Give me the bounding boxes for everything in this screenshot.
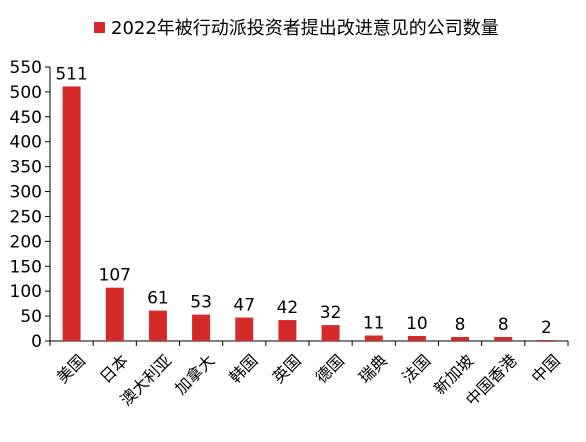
data-label: 61 <box>147 289 169 309</box>
y-tick-label: 550 <box>10 58 42 78</box>
category-label: 美国 <box>53 351 89 387</box>
data-label: 47 <box>233 296 255 316</box>
data-label: 107 <box>99 266 131 286</box>
category-label: 英国 <box>269 351 305 387</box>
y-tick-label: 200 <box>10 232 42 252</box>
category-label: 日本 <box>96 351 132 387</box>
data-labels: 511 107 61 53 47 42 32 11 10 8 8 2 <box>55 64 551 338</box>
data-label: 8 <box>498 315 509 335</box>
data-label: 11 <box>363 314 385 334</box>
bar <box>407 336 426 341</box>
y-tick-label: 250 <box>10 207 42 227</box>
y-tick-label: 100 <box>10 282 42 302</box>
y-tick-label: 50 <box>20 307 42 327</box>
bar <box>364 335 383 341</box>
bar <box>278 320 297 341</box>
category-label: 瑞典 <box>355 351 391 387</box>
y-axis: 0 50 100 150 200 250 300 350 400 450 500 550 <box>10 58 51 352</box>
bar <box>321 325 340 341</box>
x-axis <box>49 340 569 346</box>
data-label: 2 <box>541 318 552 338</box>
y-tick-label: 400 <box>10 133 42 153</box>
y-tick-label: 0 <box>31 332 42 352</box>
bar <box>494 337 513 341</box>
bars <box>62 86 556 341</box>
data-label: 8 <box>455 315 466 335</box>
category-label: 法国 <box>398 351 434 387</box>
bar <box>62 86 81 341</box>
category-label: 德国 <box>312 351 348 387</box>
bar <box>537 340 556 341</box>
y-tick-label: 500 <box>10 83 42 103</box>
bar <box>451 337 470 341</box>
bar <box>105 287 124 341</box>
data-label: 10 <box>406 314 428 334</box>
data-label: 511 <box>55 64 87 84</box>
y-tick-label: 300 <box>10 183 42 203</box>
bar <box>148 310 167 341</box>
legend: 2022年被行动派投资者提出改进意见的公司数量 <box>94 18 499 39</box>
y-tick-label: 150 <box>10 257 42 277</box>
bar <box>235 317 254 341</box>
legend-swatch <box>94 22 105 33</box>
data-label: 53 <box>190 293 212 313</box>
y-tick-label: 350 <box>10 158 42 178</box>
data-label: 32 <box>320 303 342 323</box>
category-label: 加拿大 <box>171 351 218 398</box>
legend-label: 2022年被行动派投资者提出改进意见的公司数量 <box>111 18 499 39</box>
category-label: 韩国 <box>225 351 261 387</box>
bar <box>192 314 211 341</box>
data-label: 42 <box>277 298 299 318</box>
category-label: 中国 <box>528 351 564 387</box>
y-tick-label: 450 <box>10 108 42 128</box>
